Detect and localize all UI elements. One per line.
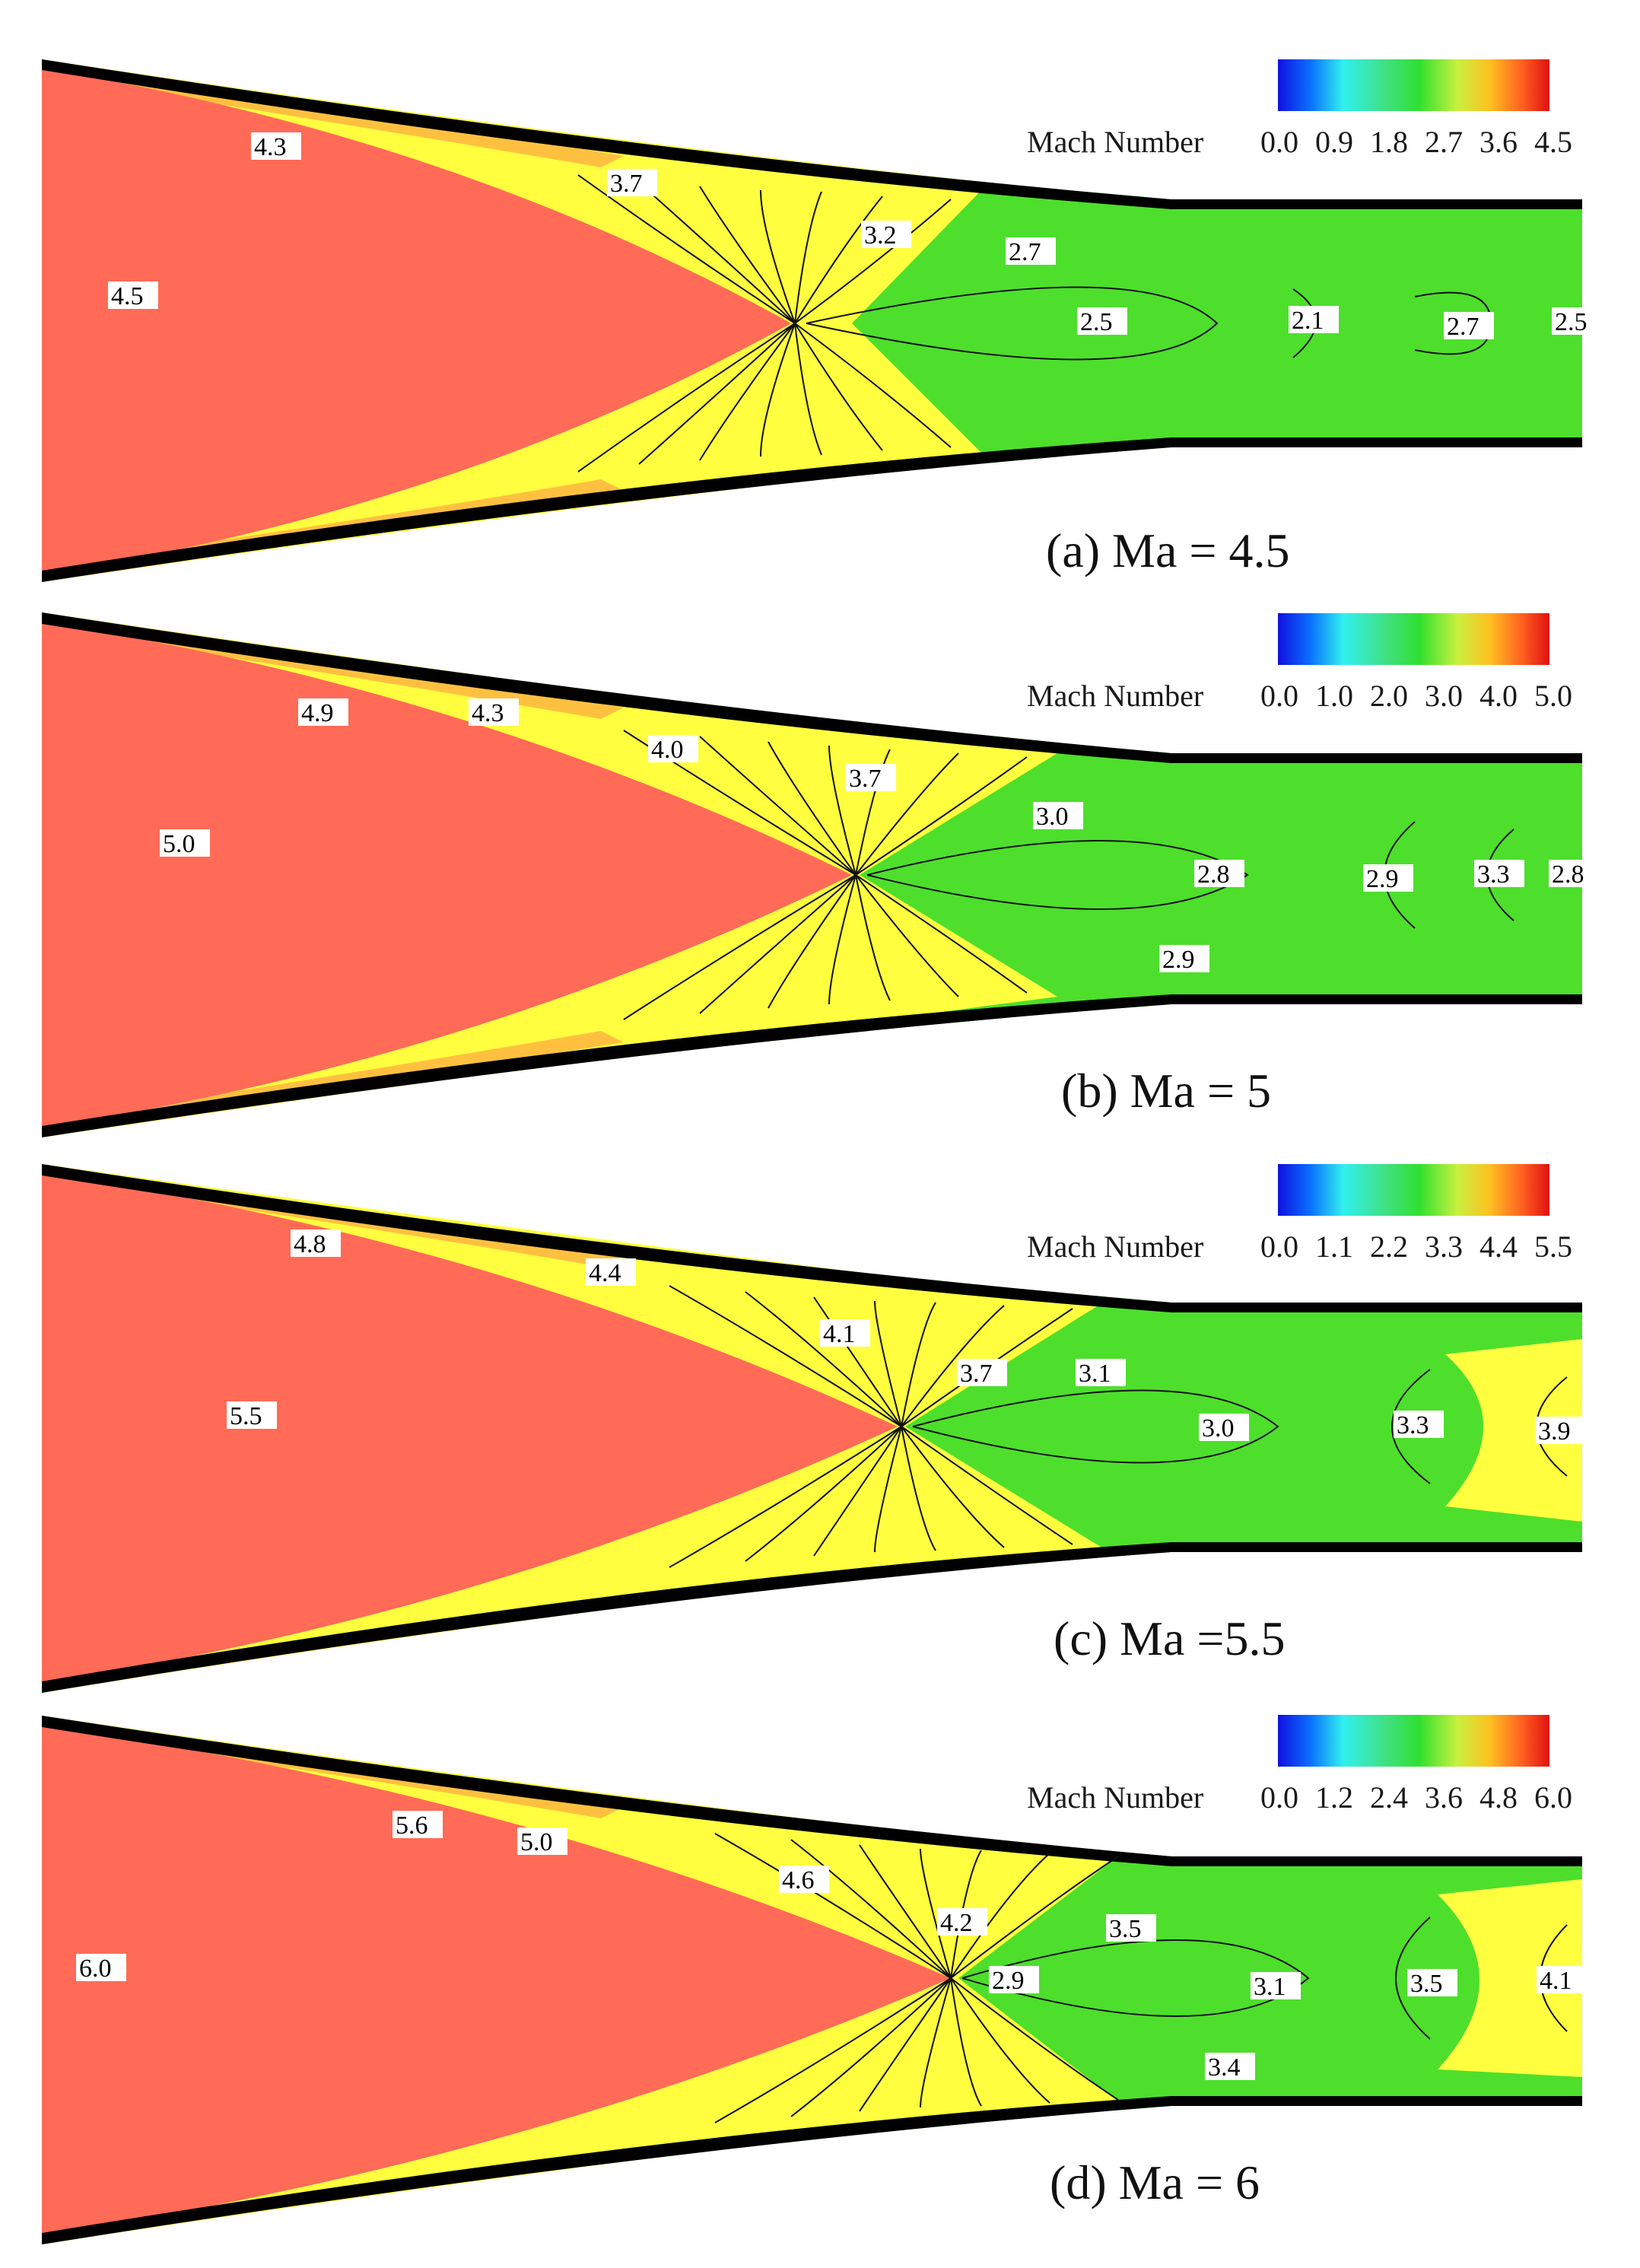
contour-label: 2.9 <box>992 1967 1025 1995</box>
panel-caption: (d) Ma = 6 <box>1050 2155 1260 2209</box>
contour-field <box>42 612 1582 1137</box>
contour-label: 2.8 <box>1197 860 1230 889</box>
colorbar-tick: 1.0 <box>1315 679 1353 713</box>
contour-labels: 4.9 4.3 4.0 3.7 3.0 5.0 2.8 2.9 3.3 2.8 … <box>160 698 1599 974</box>
colorbar-tick: 3.3 <box>1425 1229 1463 1264</box>
contour-label: 3.1 <box>1254 1973 1286 2001</box>
colorbar-gradient <box>1278 59 1549 111</box>
colorbar-gradient <box>1278 1715 1549 1767</box>
contour-label: 4.6 <box>782 1866 815 1894</box>
colorbar-tick: 0.0 <box>1260 125 1298 159</box>
contour-label: 5.5 <box>230 1402 262 1430</box>
contour-label: 4.0 <box>651 736 684 764</box>
contour-label: 4.3 <box>254 133 287 161</box>
contour-field <box>42 1716 1582 2244</box>
contour-label: 2.8 <box>1552 860 1584 889</box>
contour-field <box>42 59 1582 582</box>
colorbar-tick: 2.0 <box>1370 679 1408 713</box>
colorbar-tick: 3.6 <box>1425 1780 1463 1815</box>
contour-label: 3.7 <box>849 765 882 793</box>
contour-label: 3.5 <box>1109 1915 1142 1943</box>
colorbar-tick: 3.0 <box>1425 679 1463 713</box>
contour-labels: 4.3 3.7 3.2 2.7 4.5 2.5 2.1 2.7 2.5 <box>108 132 1602 341</box>
contour-label: 4.8 <box>294 1230 326 1258</box>
colorbar-tick: 0.0 <box>1260 1780 1298 1815</box>
colorbar-tick: 4.5 <box>1534 125 1572 159</box>
contour-label: 4.3 <box>472 699 504 727</box>
panel-b: Mach Number 0.0 1.0 2.0 3.0 4.0 5.0 4.9 … <box>42 612 1599 1137</box>
colorbar-tick: 0.0 <box>1260 679 1298 713</box>
contour-label: 2.9 <box>1162 946 1195 974</box>
colorbar: Mach Number 0.0 1.1 2.2 3.3 4.4 5.5 <box>1027 1164 1572 1264</box>
contour-label: 4.5 <box>111 282 144 310</box>
colorbar-tick: 1.1 <box>1315 1229 1353 1264</box>
colorbar-tick: 6.0 <box>1534 1780 1572 1815</box>
colorbar-tick: 2.2 <box>1370 1229 1408 1264</box>
contour-label: 3.7 <box>960 1360 993 1388</box>
colorbar: Mach Number 0.0 1.2 2.4 3.6 4.8 6.0 <box>1027 1715 1572 1815</box>
contour-labels: 5.6 5.0 4.6 4.2 3.5 6.0 2.9 3.1 3.5 4.1 … <box>76 1811 1587 2082</box>
colorbar-tick: 1.2 <box>1315 1780 1353 1815</box>
contour-label: 3.3 <box>1397 1411 1429 1439</box>
contour-label: 5.0 <box>163 830 195 858</box>
freestream-region <box>42 1726 951 2235</box>
colorbar-tick: 5.0 <box>1534 679 1572 713</box>
contour-label: 2.7 <box>1447 313 1479 341</box>
colorbar-tick: 3.6 <box>1479 125 1518 159</box>
panel-caption: (c) Ma =5.5 <box>1054 1611 1285 1665</box>
contour-label: 3.7 <box>610 170 643 198</box>
colorbar-tick: 4.0 <box>1479 679 1518 713</box>
compression-downstream <box>1445 1339 1582 1522</box>
colorbar-tick: 0.9 <box>1315 125 1353 159</box>
contour-label: 4.1 <box>1540 1967 1572 1995</box>
contour-label: 3.3 <box>1477 860 1510 889</box>
colorbar-title: Mach Number <box>1027 1229 1203 1264</box>
contour-label: 3.9 <box>1538 1417 1571 1446</box>
contour-label: 6.0 <box>79 1955 112 1983</box>
contour-label: 2.5 <box>1555 308 1588 336</box>
colorbar-gradient <box>1278 613 1549 665</box>
colorbar-tick: 5.5 <box>1534 1229 1572 1264</box>
contour-label: 2.9 <box>1366 865 1399 893</box>
colorbar-title: Mach Number <box>1027 679 1203 713</box>
panel-caption: (a) Ma = 4.5 <box>1046 523 1289 577</box>
panel-c: Mach Number 0.0 1.1 2.2 3.3 4.4 5.5 4.8 … <box>42 1164 1585 1693</box>
freestream-region <box>42 68 791 574</box>
colorbar-tick: 2.4 <box>1370 1780 1408 1815</box>
compression-downstream <box>1438 1879 1582 2077</box>
colorbar-tick: 1.8 <box>1370 125 1408 159</box>
colorbar-tick: 4.8 <box>1479 1780 1518 1815</box>
contour-label: 3.4 <box>1208 2053 1241 2082</box>
colorbar-gradient <box>1278 1164 1549 1216</box>
panel-d: Mach Number 0.0 1.2 2.4 3.6 4.8 6.0 5.6 … <box>42 1715 1587 2244</box>
contour-label: 2.7 <box>1009 238 1041 266</box>
panel-a: Mach Number 0.0 0.9 1.8 2.7 3.6 4.5 4.3 … <box>42 59 1602 582</box>
freestream-region <box>42 1173 898 1683</box>
contour-label: 4.9 <box>301 699 334 727</box>
contour-label: 4.2 <box>940 1909 973 1937</box>
colorbar: Mach Number 0.0 1.0 2.0 3.0 4.0 5.0 <box>1027 613 1572 713</box>
contour-labels: 4.8 4.4 4.1 3.7 3.1 5.5 3.0 3.3 3.9 <box>227 1229 1585 1446</box>
contour-label: 4.4 <box>589 1259 621 1287</box>
contour-field <box>42 1164 1582 1693</box>
colorbar: Mach Number 0.0 0.9 1.8 2.7 3.6 4.5 <box>1027 59 1572 159</box>
colorbar-tick: 0.0 <box>1260 1229 1298 1264</box>
contour-label: 4.1 <box>823 1320 856 1348</box>
contour-label: 3.1 <box>1079 1360 1111 1388</box>
contour-label: 2.1 <box>1292 307 1324 335</box>
colorbar-tick: 4.4 <box>1479 1229 1518 1264</box>
contour-label: 3.0 <box>1036 803 1069 831</box>
contour-label: 3.0 <box>1202 1414 1235 1443</box>
colorbar-title: Mach Number <box>1027 125 1203 159</box>
panel-caption: (b) Ma = 5 <box>1061 1064 1271 1118</box>
contour-label: 2.5 <box>1080 308 1113 336</box>
colorbar-tick: 2.7 <box>1425 125 1463 159</box>
colorbar-title: Mach Number <box>1027 1780 1203 1815</box>
contour-label: 5.6 <box>396 1812 428 1840</box>
contour-label: 5.0 <box>520 1828 553 1856</box>
contour-label: 3.2 <box>864 221 897 250</box>
contour-label: 3.5 <box>1410 1970 1443 1998</box>
freestream-region <box>42 622 852 1128</box>
